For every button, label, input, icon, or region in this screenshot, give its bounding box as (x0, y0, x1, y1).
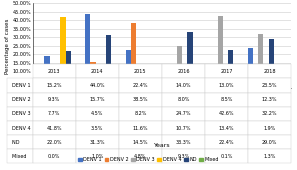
Bar (126, 50, 131, 88)
Bar (212, 74, 217, 88)
Bar (55, 75, 60, 88)
Bar (142, 69, 147, 88)
Bar (207, 66, 212, 88)
Bar (274, 86, 279, 88)
Bar (248, 48, 253, 88)
Y-axis label: Percentage of cases: Percentage of cases (5, 18, 10, 74)
Bar (66, 51, 71, 88)
Bar (228, 50, 233, 88)
Bar (136, 74, 142, 88)
Bar (253, 67, 258, 88)
Bar (50, 73, 55, 88)
Bar (166, 65, 172, 88)
Bar (223, 66, 228, 88)
Bar (263, 85, 269, 88)
Bar (258, 34, 263, 88)
Bar (217, 16, 223, 88)
Legend: DENV 1, DENV 2, DENV 3, DENV 4, ND, Mixed: DENV 1, DENV 2, DENV 3, DENV 4, ND, Mixe… (76, 155, 221, 164)
Bar (182, 70, 187, 88)
Bar (101, 82, 106, 88)
Bar (187, 32, 193, 88)
Bar (106, 35, 111, 88)
Bar (90, 62, 96, 88)
Bar (152, 80, 157, 88)
Bar (269, 39, 274, 88)
Bar (85, 14, 90, 88)
Bar (147, 64, 152, 88)
Bar (96, 81, 101, 88)
Bar (45, 56, 50, 88)
Bar (177, 46, 182, 88)
Bar (131, 23, 136, 88)
Bar (193, 73, 198, 88)
Text: Years: Years (154, 143, 170, 148)
Bar (172, 75, 177, 88)
Bar (111, 87, 117, 88)
Bar (60, 17, 66, 88)
